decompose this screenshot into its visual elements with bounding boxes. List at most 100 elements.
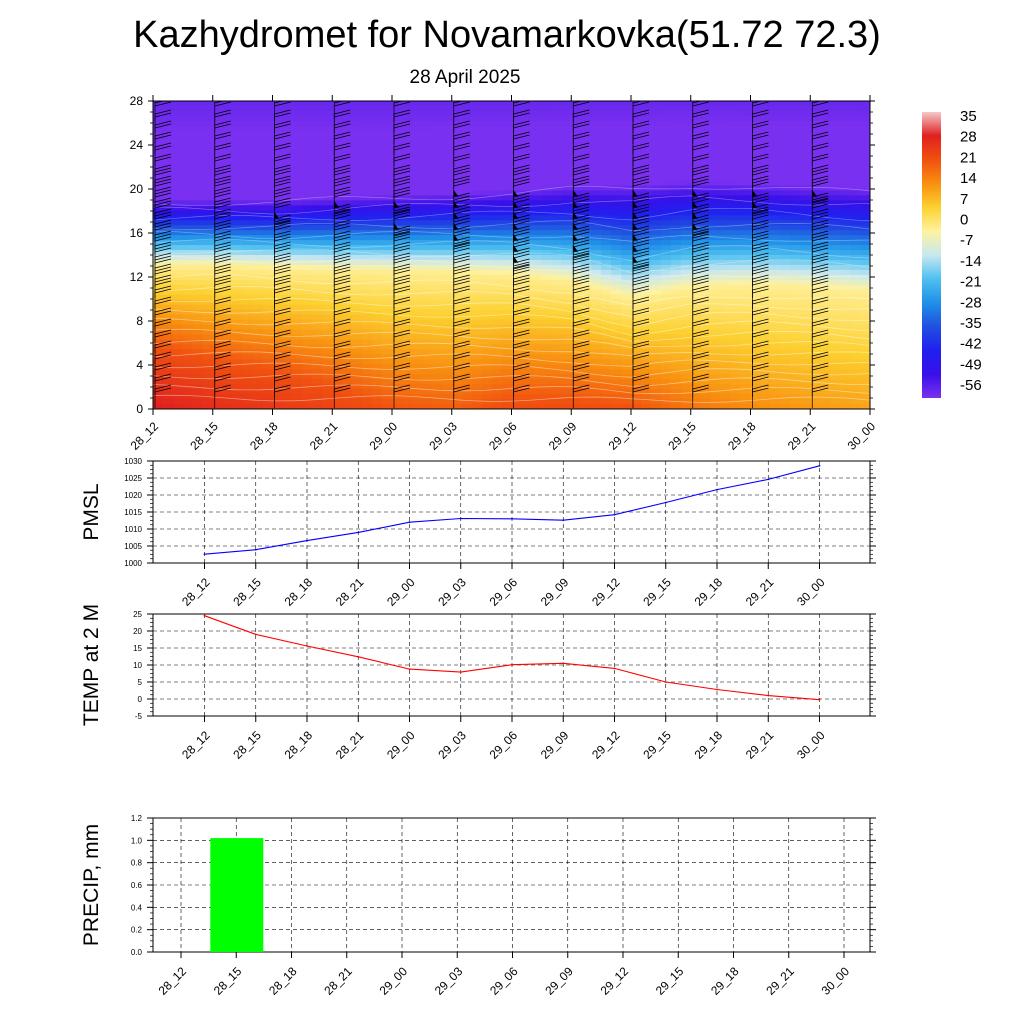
temperature-cell [511,264,523,271]
temperature-cell [461,115,473,122]
temperature-cell [302,150,313,157]
temperature-cell [511,170,523,177]
isotherm-line [153,274,870,306]
temperature-cell [481,205,493,211]
temperature-cell [392,324,403,331]
temperature-cell [242,170,254,177]
temperature-cell [820,145,831,152]
temperature-cell [202,155,214,162]
temperature-cell [312,284,323,291]
temperature-cell [332,155,343,162]
temperature-cell [770,299,781,306]
temperature-cell [202,250,214,256]
temperature-cell [840,120,851,127]
temperature-cell [372,165,383,172]
temperature-cell [392,329,403,336]
temperature-cell [621,299,632,306]
temperature-cell [182,135,194,142]
temperature-cell [153,160,164,167]
barb-flag [334,230,351,236]
temperature-cell [302,245,313,251]
temperature-cell [631,274,642,281]
temperature-cell [491,384,503,390]
temperature-cell [421,130,433,137]
temperature-cell [830,344,841,350]
temperature-cell [611,349,622,355]
temperature-cell [182,115,194,122]
temperature-cell [601,210,612,216]
temperature-cell [541,354,552,360]
temperature-cell [431,125,443,132]
temperature-cell [810,294,821,301]
temperature-cell [850,309,861,316]
temperature-cell [162,160,174,167]
temperature-cell [322,259,333,266]
barb-flag [334,244,351,250]
temperature-cell [830,235,841,241]
temperature-cell [332,259,343,266]
barb-flag [214,145,231,151]
temperature-cell [760,105,772,112]
temperature-cell [322,230,333,236]
temperature-cell [551,319,562,326]
temperature-cell [401,155,413,162]
temperature-cell [242,329,254,336]
temperature-cell [282,329,294,336]
temperature-cell [282,255,294,261]
temperature-cell [660,309,672,316]
barb-flag [214,192,231,198]
temperature-cell [720,314,732,321]
temperature-cell [770,110,781,117]
temperature-cell [242,175,254,182]
temperature-cell [551,259,562,266]
temperature-cell [631,125,642,132]
temperature-cell [342,155,353,162]
temperature-cell [650,195,662,201]
temperature-cell [730,135,742,142]
temperature-cell [631,264,642,271]
temperature-cell [352,150,363,157]
temperature-cell [690,269,702,276]
temperature-cell [660,220,672,226]
temperature-cell [202,205,214,211]
temperature-cell [302,404,313,409]
temperature-cell [790,404,801,409]
temperature-cell [421,200,433,206]
temperature-cell [740,294,752,301]
temperature-cell [382,339,393,346]
temperature-cell [182,255,194,261]
temperature-cell [850,115,861,122]
temperature-cell [262,165,274,172]
temperature-cell [601,354,612,360]
temperature-cell [690,185,702,192]
temperature-cell [840,145,851,152]
temperature-cell [601,299,612,306]
temperature-cell [441,294,453,301]
temperature-cell [401,399,413,405]
temperature-cell [272,279,284,286]
temperature-cell [541,384,552,390]
temperature-cell [660,324,672,331]
temperature-cell [581,210,592,216]
temperature-cell [302,250,313,256]
temperature-cell [710,180,722,187]
temperature-cell [511,284,523,291]
temperature-cell [451,269,463,276]
temperature-cell [660,269,672,276]
temperature-cell [431,274,443,281]
temperature-cell [561,110,572,117]
temperature-cell [352,120,363,127]
temperature-cell [252,190,264,196]
temperature-cell [182,299,194,306]
temperature-cell [700,225,712,231]
temperature-cell [332,304,343,311]
temperature-cell [292,145,303,152]
temperature-cell [650,289,662,296]
temperature-cell [591,329,602,336]
temperature-cell [172,185,184,192]
temperature-cell [631,334,642,341]
temperature-cell [192,394,204,400]
temperature-cell [720,274,732,281]
temperature-cell [511,125,523,132]
